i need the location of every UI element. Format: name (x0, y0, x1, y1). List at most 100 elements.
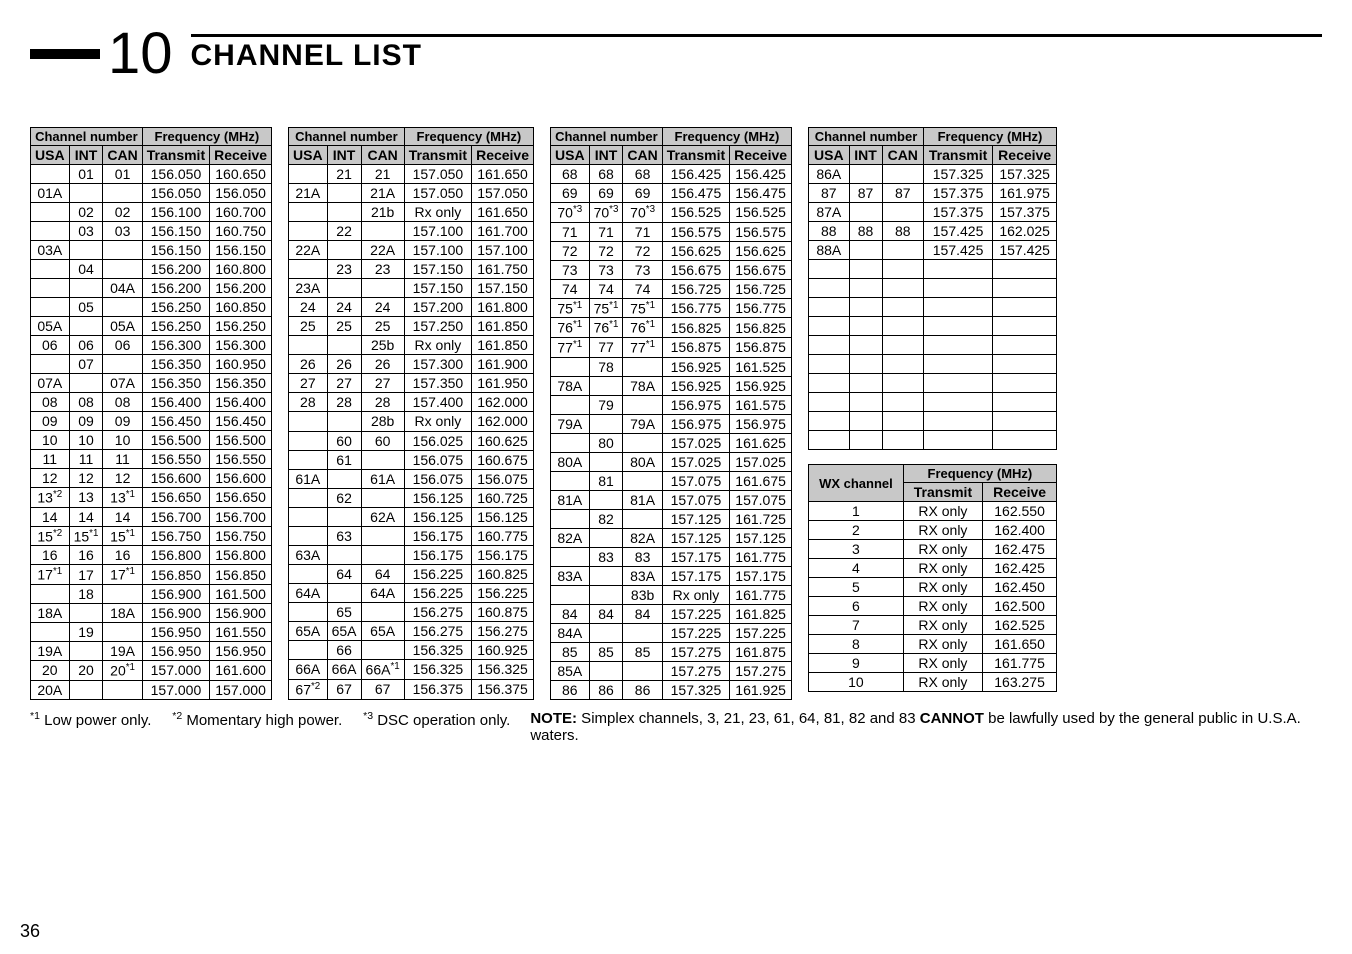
table-cell: 156.175 (472, 545, 534, 564)
table-cell (882, 393, 923, 412)
table-row: 64A 64A156.225156.225 (289, 583, 534, 602)
table-row: 242424157.200161.800 (289, 298, 534, 317)
table-cell: 156.200 (142, 260, 209, 279)
table-cell: 156.825 (662, 318, 729, 338)
table-cell: 71 (623, 222, 662, 241)
table-cell: 156.150 (210, 241, 272, 260)
table-row: 80A 80A157.025157.025 (551, 452, 792, 471)
table-cell: 156.450 (142, 412, 209, 431)
table-cell: 156.950 (210, 641, 272, 660)
table-cell: 15*1 (103, 526, 142, 546)
table-cell (923, 412, 992, 431)
table-cell (993, 336, 1057, 355)
table-cell: 157.000 (142, 680, 209, 699)
table-cell: 156.250 (142, 298, 209, 317)
table-cell: 78 (589, 357, 623, 376)
table-cell: 156.750 (142, 526, 209, 546)
table-cell: 161.950 (472, 374, 534, 393)
table-cell: 77 (589, 337, 623, 357)
footnote-definitions: *1 Low power only. *2 Momentary high pow… (30, 710, 510, 744)
table-cell: 156.925 (662, 376, 729, 395)
table-cell: RX only (903, 597, 982, 616)
table-cell: 14 (69, 507, 103, 526)
col-can: CAN (361, 146, 404, 165)
table-cell: 19 (69, 622, 103, 641)
col-receive: Receive (472, 146, 534, 165)
table-cell: 21 (361, 165, 404, 184)
table-cell (849, 165, 882, 184)
table-cell: RX only (903, 521, 982, 540)
table-row: 01A 156.050156.050 (31, 184, 272, 203)
footnote-3-text: DSC operation only. (377, 712, 510, 729)
table-cell (69, 317, 103, 336)
table-cell: 156.050 (142, 165, 209, 184)
table-cell: 162.500 (983, 597, 1057, 616)
table-row: 67*26767156.375156.375 (289, 679, 534, 699)
table-cell: 156.050 (210, 184, 272, 203)
table-cell (882, 260, 923, 279)
table-cell: 156.800 (142, 546, 209, 565)
table-row: 121212156.600156.600 (31, 469, 272, 488)
table-cell: 156.175 (404, 526, 471, 545)
table-cell: 77*1 (623, 337, 662, 357)
col-group-channel: Channel number (809, 128, 924, 146)
table-row: 6060156.025160.625 (289, 431, 534, 450)
col-receive: Receive (730, 146, 792, 165)
table-cell: 156.225 (404, 564, 471, 583)
table-cell: 81A (551, 490, 590, 509)
table-cell: 64 (361, 564, 404, 583)
table-cell: 01 (69, 165, 103, 184)
table-cell: 87A (809, 203, 849, 222)
table-row: 262626157.300161.900 (289, 355, 534, 374)
table-cell (993, 412, 1057, 431)
table-row: 61 156.075160.675 (289, 450, 534, 469)
table-cell: 07A (31, 374, 70, 393)
table-cell (882, 279, 923, 298)
table-cell: 157.025 (662, 433, 729, 452)
table-cell: 10 (69, 431, 103, 450)
col-usa: USA (809, 146, 849, 165)
table-cell (882, 412, 923, 431)
table-cell: 83 (589, 547, 623, 566)
table-cell: 86 (623, 680, 662, 699)
table-cell: 161.875 (730, 642, 792, 661)
table-cell: 156.200 (142, 279, 209, 298)
table-cell: 156.050 (142, 184, 209, 203)
table-row: 8383157.175161.775 (551, 547, 792, 566)
table-row: 282828157.400162.000 (289, 393, 534, 412)
table-cell (849, 260, 882, 279)
table-cell: 08 (69, 393, 103, 412)
table-row: 79 156.975161.575 (551, 395, 792, 414)
table-cell: 83A (551, 566, 590, 585)
table-cell: 75*1 (551, 298, 590, 318)
table-cell: 25 (361, 317, 404, 336)
table-row: 888888157.425162.025 (809, 222, 1057, 241)
table-cell: 162.525 (983, 616, 1057, 635)
table-cell: 157.100 (404, 222, 471, 241)
table-cell: 157.175 (662, 547, 729, 566)
page-header: 10 CHANNEL LIST (30, 20, 1322, 87)
col-wx-channel: WX channel (809, 465, 904, 502)
table-row: 21bRx only161.650 (289, 203, 534, 222)
table-cell: 156.725 (662, 279, 729, 298)
table-cell: 156.475 (730, 184, 792, 203)
table-cell: 21A (289, 184, 328, 203)
table-cell (103, 584, 142, 603)
table-cell (69, 241, 103, 260)
table-cell: 156.925 (730, 376, 792, 395)
col-transmit: Transmit (142, 146, 209, 165)
table-cell: 157.375 (993, 203, 1057, 222)
table-cell: 75*1 (623, 298, 662, 318)
table-cell: 156.775 (730, 298, 792, 318)
table-cell (289, 203, 328, 222)
footnote-1-label: *1 (30, 710, 40, 722)
table-row: 080808156.400156.400 (31, 393, 272, 412)
table-row (809, 412, 1057, 431)
table-cell: RX only (903, 559, 982, 578)
table-row: 63A 156.175156.175 (289, 545, 534, 564)
table-cell: 76*1 (623, 318, 662, 338)
table-cell: 13*2 (31, 488, 70, 508)
table-cell: 60 (327, 431, 361, 450)
table-cell (993, 355, 1057, 374)
table-cell (361, 640, 404, 659)
